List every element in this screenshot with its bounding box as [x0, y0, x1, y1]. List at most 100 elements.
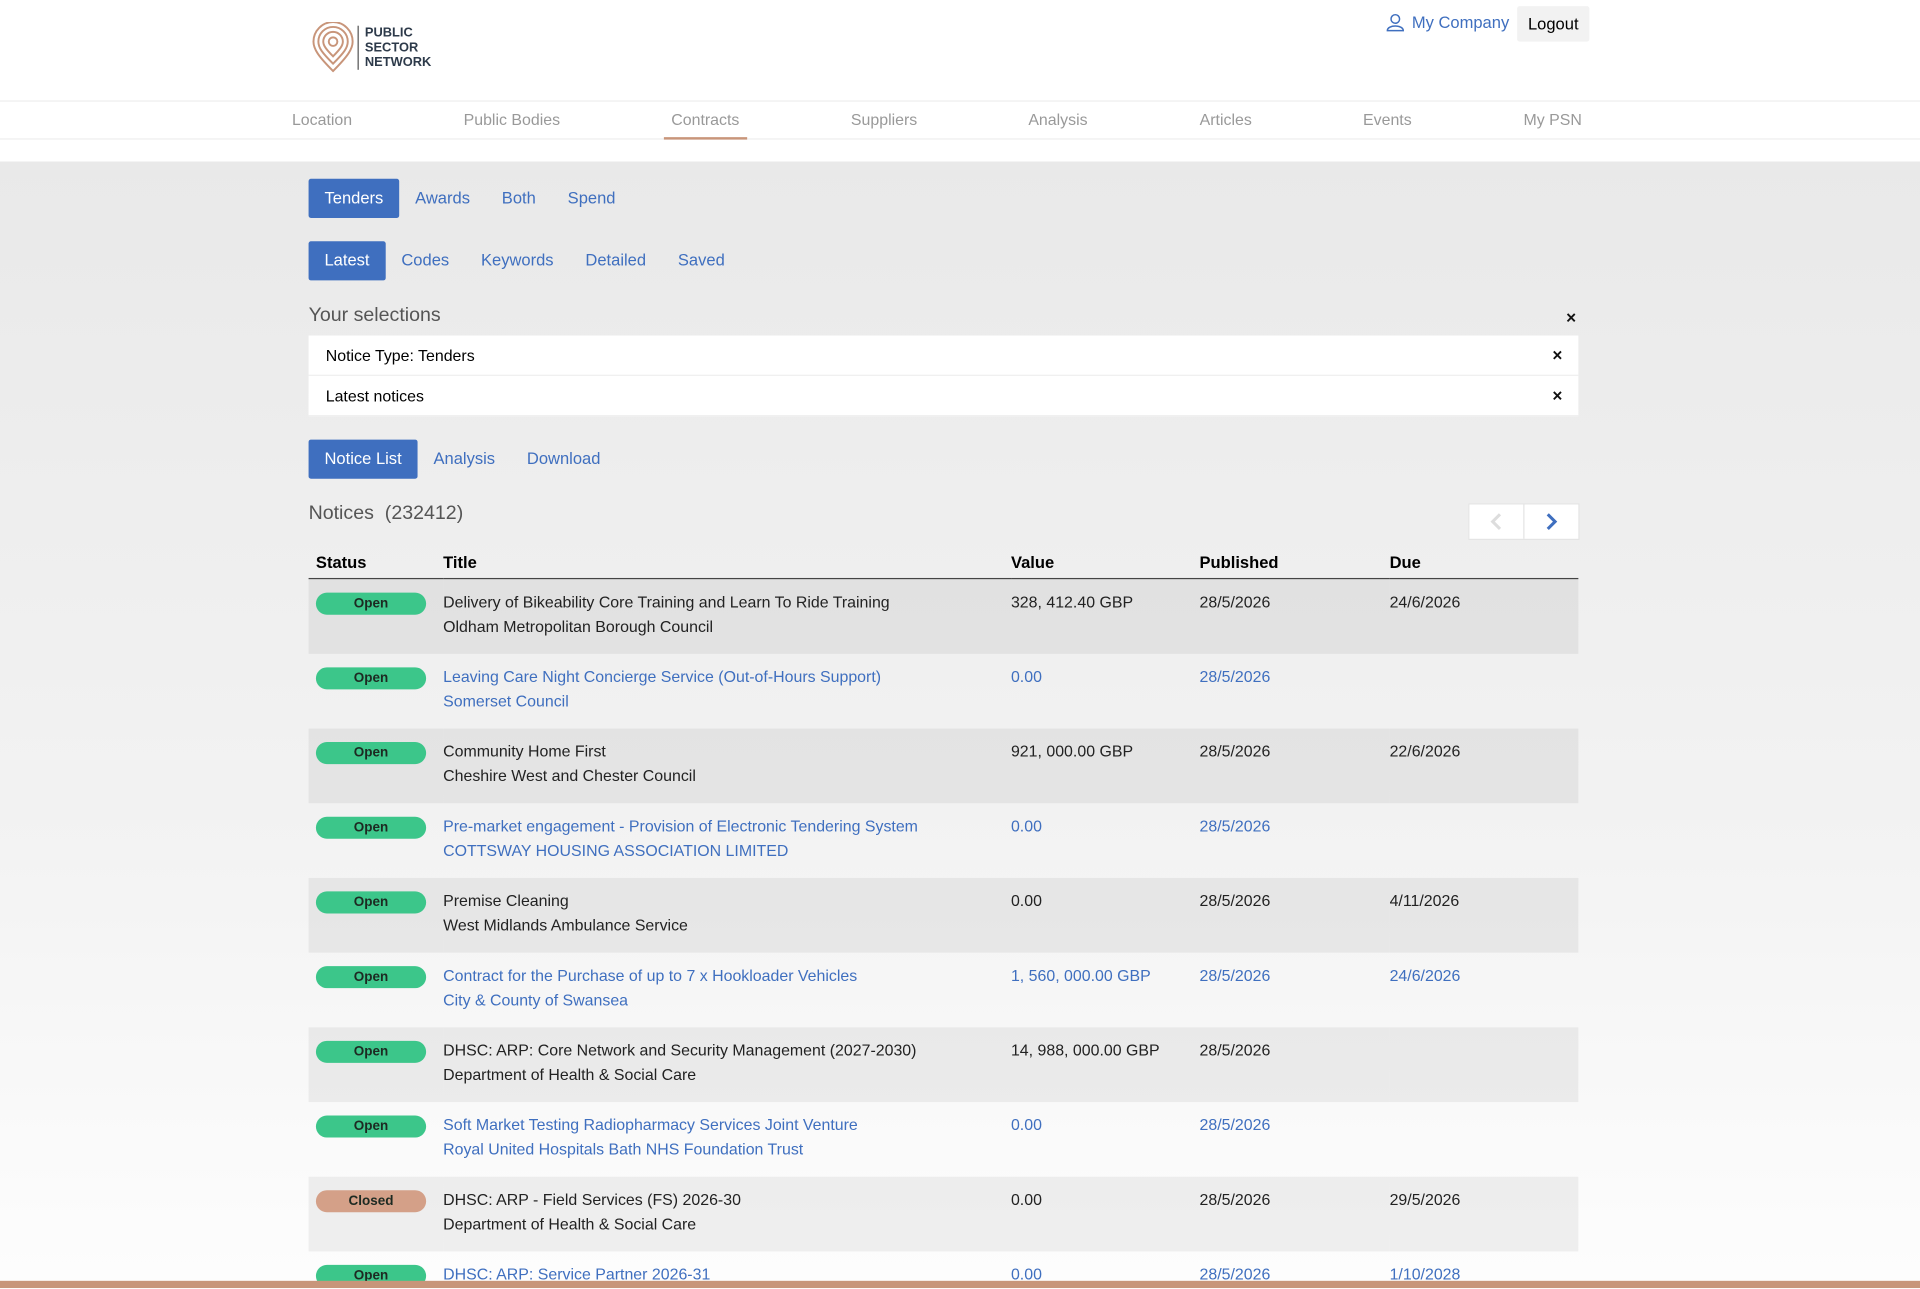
status-cell: Closed [309, 1177, 444, 1252]
remove-selection[interactable]: × [1552, 385, 1563, 406]
tab[interactable]: Tenders [308, 178, 400, 218]
value-cell: 0.00 [1011, 803, 1200, 878]
notice-row[interactable]: Open Delivery of Bikeability Core Trainin… [308, 578, 1579, 654]
due-cell: 29/5/2026 [1390, 1177, 1579, 1252]
status-cell: Open [309, 878, 444, 953]
notice-title[interactable]: Premise Cleaning [443, 891, 569, 910]
tab[interactable]: Analysis [433, 449, 496, 468]
notice-title[interactable]: Delivery of Bikeability Core Training an… [443, 592, 890, 612]
notice-title[interactable]: Pre-market engagement - Provision of Ele… [443, 816, 918, 836]
account-link[interactable]: My Company [1386, 13, 1510, 32]
tab[interactable]: Saved [677, 251, 725, 270]
notice-row[interactable]: Open Premise Cleaning West Midlands Ambula… [308, 877, 1579, 953]
nav-item[interactable]: Location [291, 110, 353, 129]
notice-title[interactable]: Leaving Care Night Concierge Service (Ou… [443, 667, 882, 686]
tab[interactable]: Spend [567, 188, 616, 207]
status-badge: Closed [315, 1190, 427, 1213]
notice-organization: Oldham Metropolitan Borough Council [443, 616, 713, 635]
tab[interactable]: Both [501, 188, 536, 207]
notice-organization: Cheshire West and Chester Council [443, 765, 696, 785]
notice-title[interactable]: Community Home First [443, 742, 606, 761]
status-cell: Open [309, 729, 444, 804]
published-cell: 28/5/2026 [1200, 654, 1390, 729]
nav-item[interactable]: Events [1363, 110, 1412, 129]
due-cell: 4/11/2026 [1390, 878, 1579, 953]
logo-line: NETWORK [364, 55, 432, 70]
notice-value: 328, 412.40 GBP [1010, 592, 1134, 612]
logo-icon [312, 22, 354, 73]
nav-item[interactable]: Suppliers [850, 110, 918, 129]
value-cell: 0.00 [1011, 654, 1200, 729]
value-cell: 1, 560, 000.00 GBP [1011, 953, 1200, 1028]
tab[interactable]: Notice List [308, 439, 418, 479]
notice-title[interactable]: DHSC: ARP: Service Partner 2026-31 [443, 1264, 711, 1284]
main-nav: Location Public Bodies Contracts Suppliers A… [0, 100, 1920, 140]
notices-heading: Notices (232412) [309, 503, 464, 525]
logout-button[interactable]: Logout [1517, 6, 1590, 42]
logo[interactable]: PUBLIC SECTOR NETWORK [312, 22, 431, 73]
notice-title[interactable]: DHSC: ARP: Core Network and Security Man… [443, 1040, 917, 1060]
notice-organization: Somerset Council [443, 691, 569, 710]
published-cell: 28/5/2026 [1200, 1251, 1390, 1288]
notice-due: 29/5/2026 [1389, 1190, 1461, 1209]
published-cell: 28/5/2026 [1200, 729, 1390, 804]
status-cell: Open [309, 803, 444, 878]
tab[interactable]: Detailed [585, 251, 647, 270]
notice-title[interactable]: Soft Market Testing Radiopharmacy Servic… [443, 1115, 858, 1134]
tab[interactable]: Awards [415, 188, 470, 207]
notice-published: 28/5/2026 [1199, 1115, 1271, 1134]
next-page[interactable] [1524, 504, 1578, 538]
notice-row[interactable]: Open Soft Market Testing Radiopharmacy Se… [309, 1102, 1579, 1177]
tab[interactable]: Keywords [480, 251, 554, 270]
tab[interactable]: Latest [308, 241, 386, 281]
nav-item[interactable]: Contracts [663, 110, 747, 140]
title-cell: DHSC: ARP: Core Network and Security Man… [443, 1027, 1011, 1102]
notice-organization: West Midlands Ambulance Service [443, 915, 688, 934]
notice-value: 14, 988, 000.00 GBP [1010, 1040, 1160, 1060]
logo-text: PUBLIC SECTOR NETWORK [357, 25, 432, 70]
clear-all[interactable]: × [1566, 307, 1577, 327]
notice-published: 28/5/2026 [1199, 966, 1271, 985]
value-cell: 0.00 [1011, 1177, 1200, 1252]
tab[interactable]: Codes [401, 251, 450, 270]
nav-item[interactable]: Articles [1199, 110, 1252, 129]
status-badge: Open [315, 1115, 427, 1138]
column-header: Status [308, 546, 444, 580]
value-cell: 0.00 [1011, 878, 1200, 953]
account-name: My Company [1411, 13, 1510, 32]
status-cell: Open [309, 1102, 444, 1177]
notice-row[interactable]: Open DHSC: ARP: Core Network and Security… [308, 1027, 1579, 1103]
notice-row[interactable]: Open Leaving Care Night Concierge Service… [309, 654, 1579, 729]
value-cell: 921, 000.00 GBP [1011, 729, 1200, 804]
title-cell: Delivery of Bikeability Core Training an… [443, 579, 1011, 654]
notice-due: 4/11/2026 [1389, 891, 1460, 910]
notice-title[interactable]: Contract for the Purchase of up to 7 x H… [443, 966, 858, 985]
remove-selection[interactable]: × [1552, 345, 1563, 365]
nav-item[interactable]: Public Bodies [463, 110, 561, 129]
notice-value: 921, 000.00 GBP [1010, 742, 1134, 761]
notice-row[interactable]: Closed DHSC: ARP - Field Services (FS) 20… [308, 1176, 1579, 1252]
tab[interactable]: Download [526, 449, 601, 468]
notice-row[interactable]: Open Pre-market engagement - Provision of… [309, 803, 1579, 878]
header-row: Status Title Value Published Due [308, 546, 1579, 580]
nav-item[interactable]: Analysis [1028, 110, 1088, 129]
column-header: Title [443, 546, 1011, 580]
status-badge: Open [315, 1040, 427, 1063]
title-cell: DHSC: ARP: Service Partner 2026-31Depart… [443, 1251, 1011, 1288]
value-cell: 328, 412.40 GBP [1011, 579, 1200, 654]
notice-organization: City & County of Swansea [443, 990, 629, 1009]
notice-published: 28/5/2026 [1199, 1264, 1271, 1284]
due-cell [1390, 803, 1579, 878]
title-cell: Soft Market Testing Radiopharmacy Servic… [443, 1102, 1011, 1177]
due-cell [1390, 1027, 1579, 1102]
notice-published: 28/5/2026 [1199, 742, 1271, 761]
notice-published: 28/5/2026 [1199, 816, 1271, 836]
notice-title[interactable]: DHSC: ARP - Field Services (FS) 2026-30 [443, 1190, 741, 1209]
prev-page[interactable] [1469, 504, 1525, 539]
notice-row[interactable]: Open Contract for the Purchase of up to 7… [309, 953, 1579, 1028]
notice-row[interactable]: Open Community Home First Cheshire West an… [308, 728, 1579, 804]
nav-item[interactable]: My PSN [1523, 110, 1582, 129]
